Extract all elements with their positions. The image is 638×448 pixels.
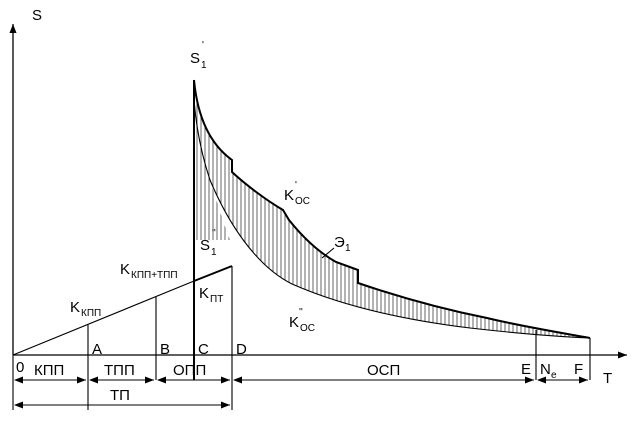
svg-text:K: K: [70, 299, 80, 316]
svg-text:1: 1: [211, 247, 217, 258]
point-b: B: [160, 341, 170, 358]
s1-dprime-label: S 1 '': [200, 228, 217, 258]
x-axis-label: T: [603, 370, 612, 387]
interval-tpp: ТПП: [104, 362, 135, 379]
k-kpp-tpp-label: K КПП+ТПП: [120, 261, 178, 281]
interval-opp: ОПП: [173, 362, 206, 379]
svg-text:S: S: [190, 50, 200, 67]
k-pt-line: [193, 265, 233, 282]
e1-leader: [321, 247, 335, 259]
k-kpp-label: K КПП: [70, 299, 101, 319]
point-origin: 0: [16, 359, 24, 376]
svg-text:ПТ: ПТ: [210, 294, 223, 305]
point-a: A: [92, 341, 102, 358]
interval-ne: N e: [540, 361, 557, 381]
k-pt-label: K ПТ: [199, 285, 223, 305]
s1-prime-label: S 1 ': [190, 40, 207, 71]
svg-text:Э: Э: [334, 234, 345, 251]
interval-osp: ОСП: [367, 362, 400, 379]
svg-text:ОС: ОС: [300, 323, 315, 334]
interval-tp: ТП: [110, 387, 130, 404]
svg-text:КПП: КПП: [81, 308, 101, 319]
interval-kpp: КПП: [34, 362, 64, 379]
svg-text:'': '': [299, 307, 303, 318]
point-d: D: [236, 341, 247, 358]
svg-text:S: S: [200, 237, 210, 254]
svg-text:K: K: [120, 261, 130, 278]
hatched-peak-area: [194, 100, 230, 240]
e1-label: Э 1: [334, 234, 351, 254]
k-os-prime-curve: [193, 79, 591, 339]
svg-text:K: K: [199, 285, 209, 302]
hatched-region: [194, 80, 590, 338]
point-f: F: [574, 361, 583, 378]
svg-text:'': '': [212, 228, 216, 239]
svg-text:N: N: [540, 361, 551, 378]
svg-text:': ': [295, 180, 297, 191]
y-axis-label: S: [32, 7, 42, 24]
point-c: C: [198, 341, 209, 358]
k-os-dprime-label: K '' ОС: [289, 307, 315, 334]
svg-text:K: K: [284, 187, 294, 204]
k-os-dprime-curve: [193, 99, 591, 339]
svg-text:ОС: ОС: [295, 196, 310, 207]
svg-text:': ': [202, 40, 204, 51]
svg-text:e: e: [551, 370, 557, 381]
point-e: E: [521, 361, 531, 378]
svg-text:K: K: [289, 314, 299, 331]
k-kpp-line: [12, 280, 195, 356]
svg-text:1: 1: [201, 60, 207, 71]
svg-text:1: 1: [345, 243, 351, 254]
svg-text:КПП+ТПП: КПП+ТПП: [131, 270, 178, 281]
k-os-prime-label: K ' ОС: [284, 180, 310, 207]
